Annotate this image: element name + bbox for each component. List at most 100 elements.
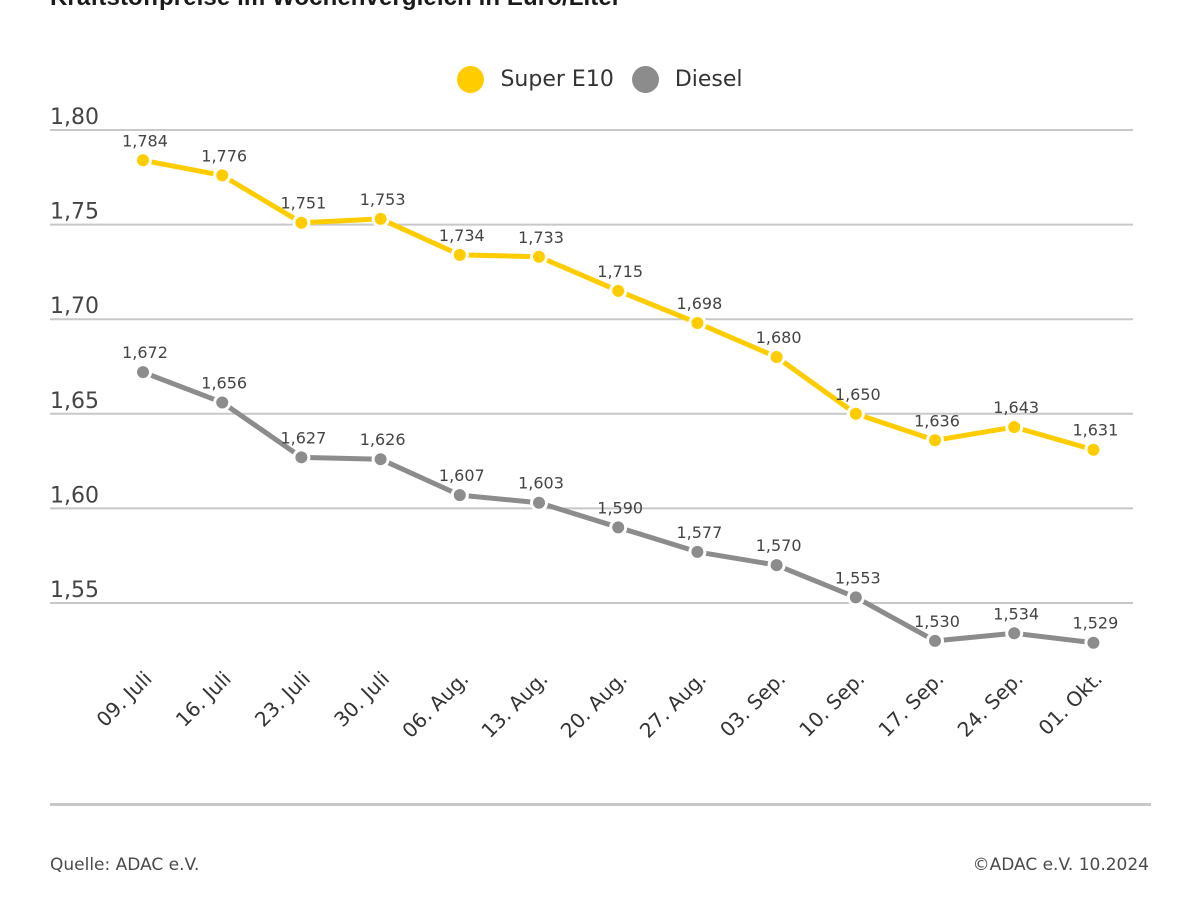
legend-item-super-e10: Super E10 (457, 66, 614, 93)
data-point-super-e10 (688, 313, 707, 332)
copyright-note: ©ADAC e.V. 10.2024 (972, 855, 1149, 875)
data-point-super-e10 (530, 247, 548, 266)
line-segment-super-e10 (934, 424, 1015, 443)
data-label-super-e10: 1,734 (439, 226, 485, 245)
series-lines (134, 151, 1103, 652)
line-segment-super-e10 (696, 320, 778, 360)
line-segment-diesel (617, 524, 699, 555)
data-point-super-e10 (292, 213, 311, 232)
data-point-diesel (530, 493, 548, 512)
data-labels: 1,784 1,776 1,751 1,753 1,734 1,733 1,715 1,698… (122, 131, 1118, 632)
data-point-diesel (1005, 624, 1024, 643)
legend-label-super-e10: Super E10 (500, 67, 614, 92)
x-tick-label: 23. Juli (250, 667, 315, 732)
data-point-diesel (1084, 633, 1103, 652)
line-segment-diesel (379, 456, 461, 498)
data-label-diesel: 1,672 (122, 343, 168, 362)
data-label-diesel: 1,530 (914, 612, 960, 631)
y-tick-label: 1,55 (50, 578, 99, 603)
data-point-diesel (292, 448, 311, 467)
data-point-diesel (450, 486, 469, 505)
data-label-super-e10: 1,751 (280, 194, 326, 213)
series-super-e10 (134, 151, 1103, 459)
data-point-diesel (767, 556, 786, 575)
data-label-super-e10: 1,650 (835, 385, 881, 404)
x-tick-label: 20. Aug. (556, 667, 632, 743)
line-segment-diesel (934, 630, 1015, 644)
data-label-super-e10: 1,753 (360, 190, 406, 209)
y-tick-label: 1,60 (50, 483, 99, 508)
line-segment-super-e10 (775, 355, 858, 416)
y-tick-label: 1,80 (50, 105, 99, 130)
line-segment-super-e10 (142, 157, 223, 178)
data-label-super-e10: 1,784 (122, 131, 168, 150)
data-label-super-e10: 1,643 (993, 398, 1039, 417)
data-point-diesel (688, 542, 707, 561)
line-segment-diesel (459, 492, 540, 506)
x-tick-label: 03. Sep. (715, 667, 790, 742)
data-point-super-e10 (450, 245, 469, 264)
legend-label-diesel: Diesel (674, 67, 743, 92)
x-tick-label: 30. Juli (329, 667, 394, 732)
data-label-diesel: 1,570 (756, 536, 802, 555)
x-tick-label: 01. Okt. (1034, 667, 1107, 740)
data-point-super-e10 (767, 348, 786, 367)
line-segment-super-e10 (379, 216, 461, 258)
line-segment-super-e10 (538, 254, 620, 294)
data-point-super-e10 (846, 404, 865, 423)
data-point-super-e10 (213, 166, 232, 185)
line-segment-diesel (301, 454, 381, 462)
source-note: Quelle: ADAC e.V. (50, 855, 200, 875)
legend-item-diesel: Diesel (631, 66, 743, 93)
data-label-super-e10: 1,776 (201, 146, 247, 165)
data-point-super-e10 (134, 151, 152, 170)
line-segment-super-e10 (855, 411, 936, 443)
data-point-diesel (846, 588, 865, 607)
data-label-super-e10: 1,631 (1072, 421, 1118, 440)
line-segment-super-e10 (1013, 424, 1095, 453)
data-label-diesel: 1,529 (1072, 614, 1118, 633)
data-point-diesel (371, 450, 390, 469)
y-tick-label: 1,70 (50, 294, 99, 319)
data-label-diesel: 1,553 (835, 568, 881, 587)
x-axis-tick-labels: 09. Juli 16. Juli 23. Juli 30. Juli 06. Aug.… (92, 667, 1107, 743)
y-axis-tick-labels: 1,55 1,60 1,65 1,70 1,75 1,80 (50, 105, 99, 603)
data-label-super-e10: 1,715 (597, 262, 643, 281)
data-label-diesel: 1,534 (993, 604, 1039, 623)
x-tick-label: 17. Sep. (873, 667, 948, 742)
y-tick-label: 1,75 (50, 200, 99, 225)
x-tick-label: 06. Aug. (397, 667, 473, 743)
data-label-super-e10: 1,698 (676, 294, 722, 313)
data-point-super-e10 (609, 281, 628, 300)
x-tick-label: 10. Sep. (794, 667, 869, 742)
line-segment-diesel (696, 549, 778, 568)
data-label-diesel: 1,626 (360, 430, 406, 449)
legend: Super E10 Diesel (0, 66, 1200, 93)
x-tick-label: 13. Aug. (476, 667, 552, 743)
line-segment-diesel (220, 400, 303, 460)
line-segment-diesel (538, 500, 619, 530)
data-point-super-e10 (926, 431, 944, 450)
x-tick-label: 27. Aug. (635, 667, 711, 743)
data-label-diesel: 1,590 (597, 498, 643, 517)
line-segment-diesel (775, 562, 857, 600)
data-label-super-e10: 1,636 (914, 411, 960, 430)
line-segment-super-e10 (617, 288, 699, 326)
data-label-diesel: 1,577 (676, 523, 722, 542)
data-label-super-e10: 1,680 (756, 328, 802, 347)
bottom-divider (50, 803, 1151, 806)
data-label-diesel: 1,607 (439, 466, 485, 485)
line-segment-diesel (1013, 630, 1094, 646)
data-point-super-e10 (1005, 418, 1024, 437)
data-point-diesel (134, 363, 152, 382)
data-label-diesel: 1,656 (201, 373, 247, 392)
x-tick-label: 09. Juli (92, 667, 157, 732)
y-tick-label: 1,65 (50, 389, 99, 414)
line-segment-super-e10 (301, 216, 381, 226)
data-point-super-e10 (1084, 440, 1103, 459)
line-segment-diesel (142, 369, 224, 405)
data-point-super-e10 (371, 209, 390, 228)
series-diesel (134, 363, 1103, 652)
legend-swatch-super-e10 (457, 66, 485, 93)
line-segment-diesel (854, 595, 937, 644)
